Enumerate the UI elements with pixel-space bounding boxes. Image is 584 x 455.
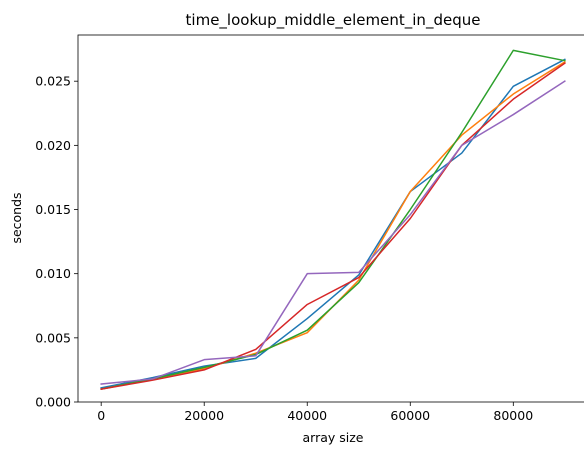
series-line-4 [100, 62, 566, 391]
x-tick-label: 80000 [493, 408, 533, 423]
x-axis-label: array size [303, 430, 364, 445]
y-tick-label: 0.025 [35, 74, 71, 89]
series-line-2 [100, 60, 566, 391]
y-tick-label: 0.000 [35, 395, 71, 410]
series-line-1 [100, 58, 566, 389]
x-tick-label: 60000 [390, 408, 430, 423]
series-line-3 [100, 49, 566, 391]
plot-frame [77, 34, 584, 403]
plot-area [100, 49, 566, 391]
y-tick-label: 0.010 [35, 266, 71, 281]
y-tick-label: 0.020 [35, 138, 71, 153]
x-tick-label: 20000 [184, 408, 224, 423]
y-axis-label: seconds [9, 192, 24, 243]
x-axis-ticks: 0 20000 40000 60000 80000 [97, 402, 533, 423]
x-tick-label: 0 [97, 408, 105, 423]
x-tick-label: 40000 [287, 408, 327, 423]
y-tick-label: 0.005 [35, 330, 71, 345]
series-line-5 [100, 80, 566, 385]
y-tick-label: 0.015 [35, 202, 71, 217]
chart-title: time_lookup_middle_element_in_deque [186, 11, 481, 30]
y-axis-ticks: 0.000 0.005 0.010 0.015 0.020 0.025 [35, 74, 78, 410]
